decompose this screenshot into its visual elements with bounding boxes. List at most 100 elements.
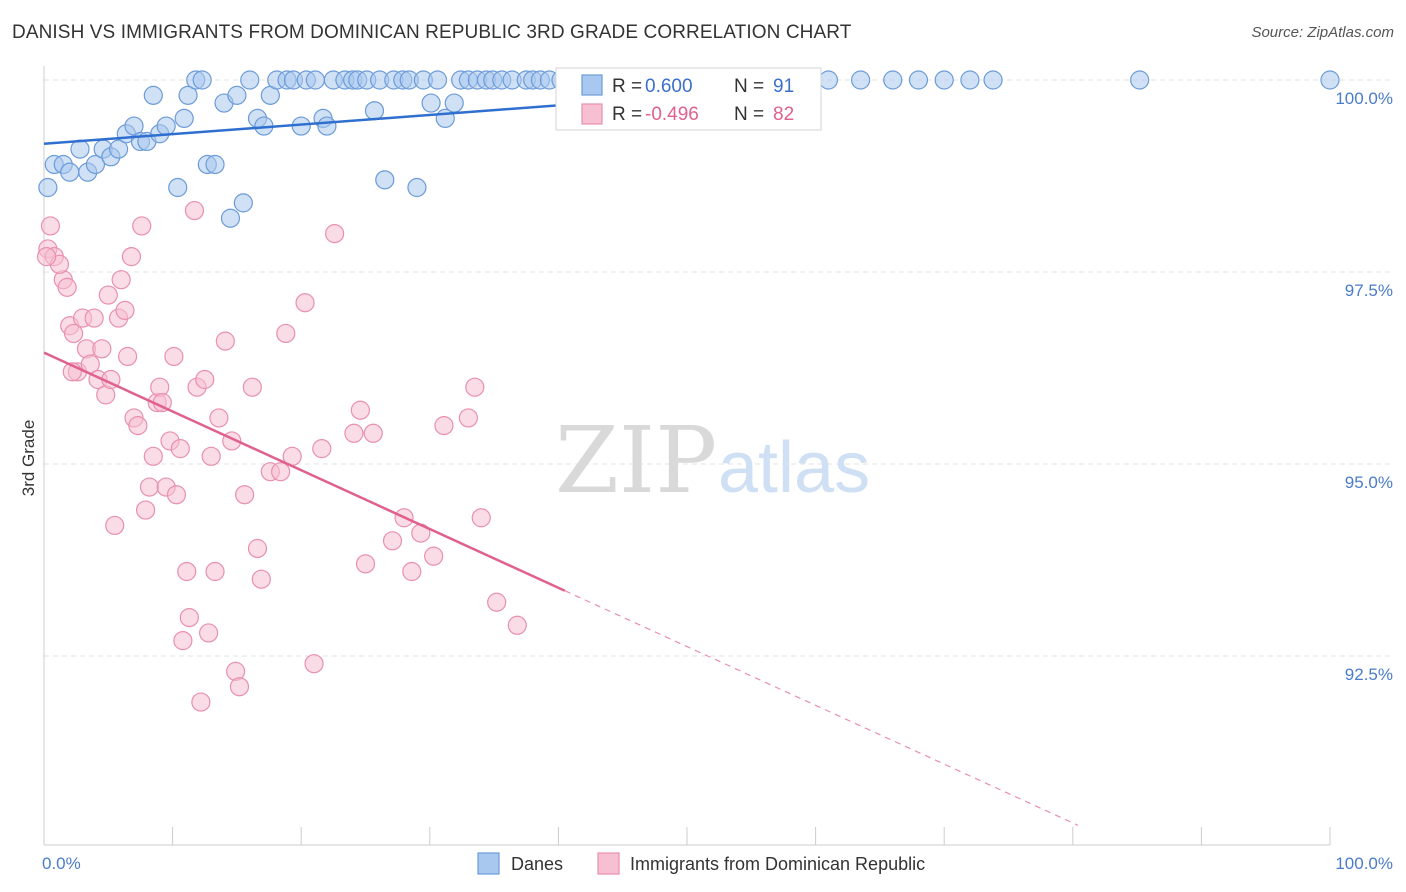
dominican-point [139,477,160,497]
danes-point [174,108,194,129]
danes-point [60,162,80,182]
stats-swatch-blue [581,74,603,96]
dominican-point [63,323,84,344]
danes-point [444,93,464,113]
dominican-point [201,446,221,466]
danes-point [233,193,253,213]
dominican-point [304,654,324,674]
danes-point [364,101,385,121]
dominican-point [166,485,187,505]
y-tick-label: 100.0% [1335,89,1393,108]
stats-n-label-blue: N = [734,76,764,97]
dominican-point [487,592,507,612]
danes-point [220,208,241,228]
dominican-point [350,400,370,420]
danes-point [407,177,427,198]
dominican-trend-line [43,351,566,592]
dominican-point [251,569,271,589]
stats-n-label-pink: N = [734,104,764,125]
watermark-zip: ZIP [555,407,717,514]
danes-point [227,85,247,105]
danes-point [908,70,929,90]
legend-label-dominican: Immigrants from Dominican Republic [630,854,925,874]
dominican-point [424,546,444,566]
x-ticks: 0.0% 100.0% [42,827,1393,873]
dominican-point [402,561,422,582]
dominican-point [434,416,454,436]
danes-point [1320,70,1340,90]
dominican-point [40,216,61,236]
dominican-trend-extension [564,590,1079,826]
dominican-point [363,423,383,443]
grid-lines [44,79,1390,657]
stats-n-value-blue: 91 [773,76,794,97]
dominican-point [173,631,193,651]
dominican-point [132,216,152,236]
y-tick-label: 97.5% [1345,281,1393,300]
dominican-point [84,308,104,328]
dominican-point [177,561,197,582]
x-tick-label: 0.0% [42,854,81,873]
legend-label-danes: Danes [511,854,563,874]
dominican-point [164,346,184,367]
danes-point [851,70,871,90]
danes-point [317,116,337,136]
danes-point [70,139,90,159]
dominican-point [170,439,190,459]
stats-swatch-pink [581,103,603,125]
dominican-point [229,677,250,697]
dominican-point [465,377,485,397]
y-tick-label: 95.0% [1345,473,1393,492]
dominican-point [271,462,291,482]
dominican-point [191,692,211,712]
y-axis-label: 3rd Grade [19,420,38,497]
danes-point [375,170,395,190]
danes-point [192,70,212,90]
stats-r-label-blue: R = [612,76,642,97]
bottom-legend: Danes Immigrants from Dominican Republic [477,852,925,875]
y-tick-labels: 100.0% 97.5% 95.0% 92.5% [1335,89,1393,684]
dominican-point [143,446,163,466]
dominican-point [242,377,262,397]
dominican-point [98,285,118,305]
watermark: ZIP atlas [555,407,870,514]
danes-point [818,70,839,90]
x-tick-label: 100.0% [1335,854,1393,873]
danes-point [421,93,441,113]
chart-title: DANISH VS IMMIGRANTS FROM DOMINICAN REPU… [12,22,852,43]
dominican-point [36,247,57,267]
danes-point [883,70,903,90]
dominican-point [92,339,112,359]
danes-point [205,154,225,175]
stats-legend: R = 0.600 N = 91 R = -0.496 N = 82 [555,67,822,131]
dominican-point [295,293,315,313]
dominican-point [105,515,125,536]
source-credit: Source: ZipAtlas.com [1251,24,1394,41]
dominican-point [235,485,255,505]
danes-point [38,177,58,198]
legend-swatch-dominican [597,852,620,875]
danes-point [143,85,163,105]
dominican-point [135,500,156,520]
dominican-point [471,508,491,528]
dominican-point [507,615,527,635]
dominican-point [111,270,131,290]
dominican-point [179,607,199,628]
danes-point [934,70,954,90]
danes-point [960,70,980,90]
dominican-point [209,408,229,428]
danes-point [305,70,325,90]
danes-point [168,177,188,198]
dominican-point [117,346,138,367]
dominican-point [184,200,205,221]
dominican-point [382,531,403,551]
dominican-point [199,623,219,643]
dominican-point [325,224,345,244]
dominican-point [355,554,376,574]
danes-point [178,85,198,105]
dominican-point [57,277,77,297]
dominican-point [344,423,364,443]
legend-swatch-danes [477,852,500,875]
stats-r-value-pink: -0.496 [645,104,699,125]
